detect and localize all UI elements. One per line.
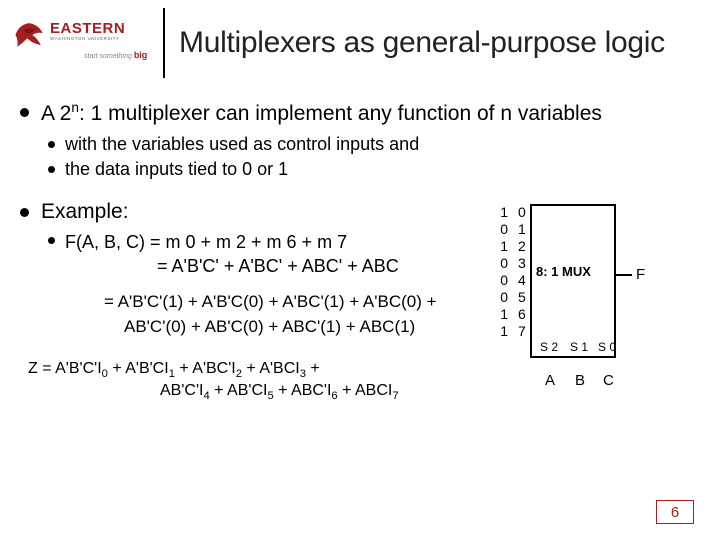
- z2-pre: AB'C'I: [160, 382, 203, 399]
- z-t5: + AB'CI: [210, 382, 268, 399]
- slide-title: Multiplexers as general-purpose logic: [179, 26, 665, 60]
- mux-in-6: 1: [490, 306, 508, 323]
- eq-lines: F(A, B, C) = m 0 + m 2 + m 6 + m 7 = A'B…: [65, 230, 399, 279]
- mux-in-2: 1: [490, 238, 508, 255]
- sub-bullet-1: with the variables used as control input…: [48, 134, 700, 155]
- logo-tag-prefix: start something: [84, 53, 134, 60]
- sub-bullet-2: the data inputs tied to 0 or 1: [48, 159, 700, 180]
- slide-content: A 2n: 1 multiplexer can implement any fu…: [0, 78, 720, 403]
- b1-sup: n: [71, 100, 79, 115]
- university-logo: EASTERN WASHINGTON UNIVERSITY start some…: [12, 14, 157, 72]
- mux-select-1: S 1: [570, 340, 588, 354]
- bullet-icon: [20, 108, 29, 117]
- example-left: Example: F(A, B, C) = m 0 + m 2 + m 6 + …: [20, 200, 490, 403]
- sub-bullets: with the variables used as control input…: [48, 134, 700, 180]
- mux-pin-1: 1: [518, 221, 530, 238]
- mux-bottom-c: C: [603, 372, 614, 389]
- z-t7: + ABCI: [338, 382, 393, 399]
- sub-bullet-2-text: the data inputs tied to 0 or 1: [65, 159, 288, 180]
- mux-pin-7: 7: [518, 323, 530, 340]
- mux-in-0: 1: [490, 204, 508, 221]
- mux-pin-4: 4: [518, 272, 530, 289]
- page-number: 6: [656, 500, 694, 524]
- z-pre: Z = A'B'C'I: [28, 360, 102, 377]
- mux-in-3: 0: [490, 255, 508, 272]
- mux-label: 8: 1 MUX: [536, 264, 591, 279]
- mux-pin-labels: 0 1 2 3 4 5 6 7: [518, 204, 530, 340]
- bullet-icon: [48, 141, 55, 148]
- z-t3: + A'BCI: [242, 360, 300, 377]
- logo-name: EASTERN: [50, 20, 125, 37]
- eagle-icon: [12, 18, 46, 52]
- b1-post: : 1 multiplexer can implement any functi…: [79, 102, 602, 125]
- bullet-icon: [48, 166, 55, 173]
- logo-tagline: start something big: [84, 50, 147, 60]
- mux-in-5: 0: [490, 289, 508, 306]
- mux-pin-5: 5: [518, 289, 530, 306]
- z-t2: + A'BC'I: [175, 360, 236, 377]
- z-equation-2: AB'C'I4 + AB'CI5 + ABC'I6 + ABCI7: [160, 382, 490, 402]
- bullet-icon: [48, 237, 55, 244]
- mux-in-4: 0: [490, 272, 508, 289]
- sub-bullet-1-text: with the variables used as control input…: [65, 134, 419, 155]
- equations: F(A, B, C) = m 0 + m 2 + m 6 + m 7 = A'B…: [48, 230, 490, 340]
- mux-in-7: 1: [490, 323, 508, 340]
- mux-select-0: S 0: [598, 340, 616, 354]
- mux-pin-3: 3: [518, 255, 530, 272]
- eq-bullet: F(A, B, C) = m 0 + m 2 + m 6 + m 7 = A'B…: [48, 230, 490, 279]
- mux-input-values: 1 0 1 0 0 0 1 1: [490, 204, 508, 340]
- bullet-1: A 2n: 1 multiplexer can implement any fu…: [20, 100, 700, 126]
- z-equation-1: Z = A'B'C'I0 + A'B'CI1 + A'BC'I2 + A'BCI…: [28, 358, 490, 383]
- bullet-1-text: A 2n: 1 multiplexer can implement any fu…: [41, 100, 602, 126]
- eq-expansion-2: AB'C'(0) + AB'C(0) + ABC'(1) + ABC(1): [124, 314, 490, 340]
- mux-pin-2: 2: [518, 238, 530, 255]
- slide-header: EASTERN WASHINGTON UNIVERSITY start some…: [0, 0, 720, 78]
- z-t6: + ABC'I: [274, 382, 332, 399]
- eq-line-1: F(A, B, C) = m 0 + m 2 + m 6 + m 7: [65, 230, 399, 254]
- mux-output: F: [636, 266, 645, 283]
- mux-pin-6: 6: [518, 306, 530, 323]
- mux-select-2: S 2: [540, 340, 558, 354]
- z-t1: + A'B'CI: [108, 360, 169, 377]
- eq-line-2: = A'B'C' + A'BC' + ABC' + ABC: [157, 254, 399, 278]
- eq-expansion-1: = A'B'C'(1) + A'B'C(0) + A'BC'(1) + A'BC…: [104, 289, 490, 315]
- mux-in-1: 0: [490, 221, 508, 238]
- logo-tag-big: big: [134, 50, 148, 60]
- example-section: Example: F(A, B, C) = m 0 + m 2 + m 6 + …: [20, 200, 700, 403]
- b1-pre: A 2: [41, 102, 71, 125]
- mux-out-line: [616, 274, 632, 276]
- mux-bottom-b: B: [575, 372, 585, 389]
- example-label: Example:: [41, 200, 129, 224]
- logo-sub: WASHINGTON UNIVERSITY: [50, 36, 120, 41]
- vertical-divider: [163, 8, 165, 78]
- mux-pin-0: 0: [518, 204, 530, 221]
- mux-bottom-a: A: [545, 372, 555, 389]
- z-s7: 7: [392, 391, 398, 403]
- z-t4: +: [306, 360, 320, 377]
- example-bullet: Example:: [20, 200, 490, 224]
- mux-box: [530, 204, 616, 358]
- bullet-icon: [20, 208, 29, 217]
